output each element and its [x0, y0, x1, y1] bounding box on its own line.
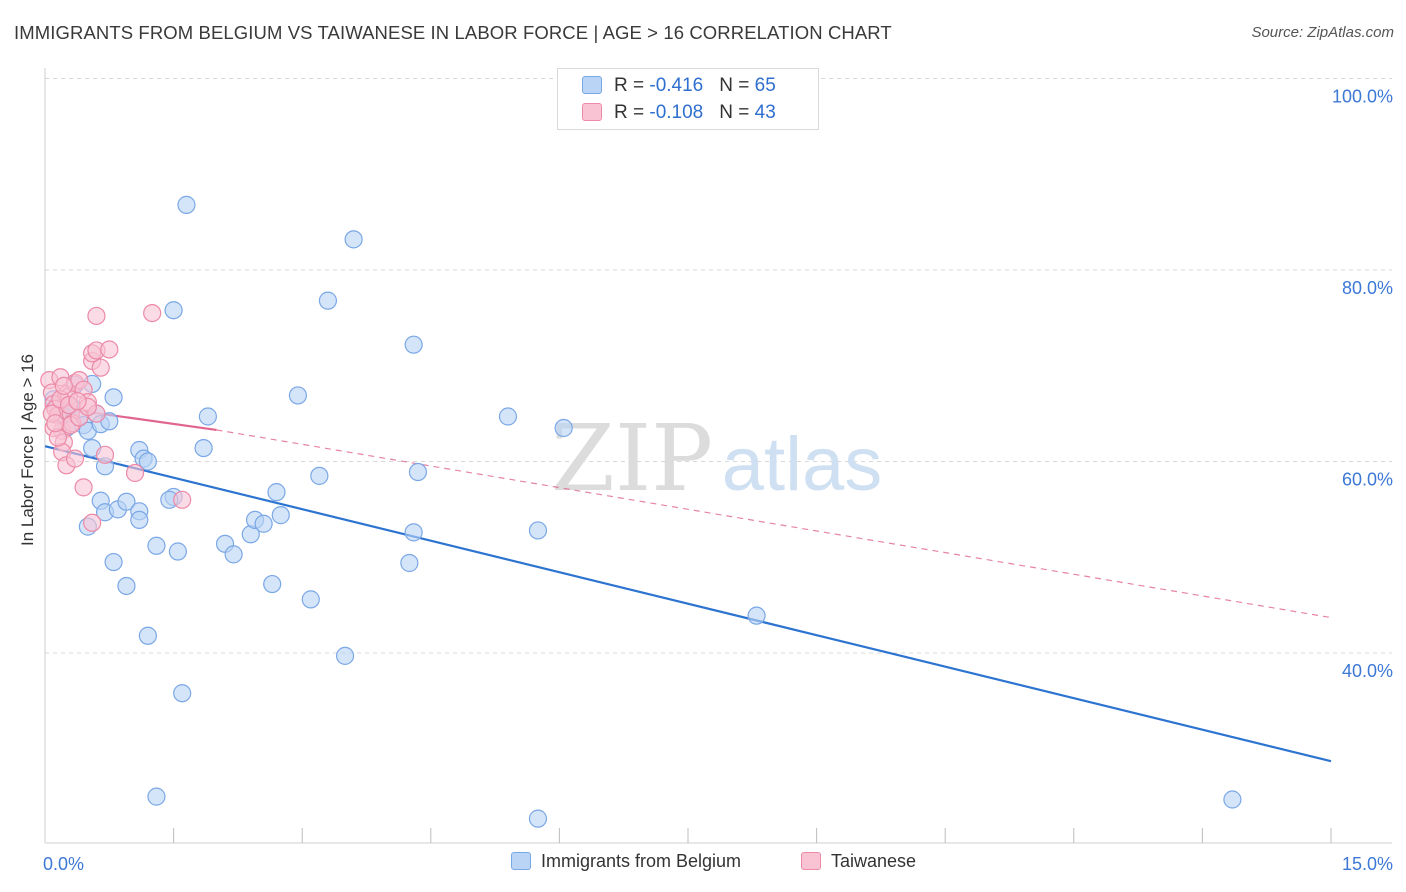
- point-belgium: [301, 590, 320, 609]
- legend-row-taiwanese: R = -0.108 N = 43: [582, 102, 776, 126]
- y-tick-label: 80.0%: [1342, 278, 1393, 298]
- point-belgium: [404, 335, 423, 354]
- point-belgium: [288, 386, 308, 405]
- point-taiwanese: [95, 445, 115, 464]
- point-belgium: [130, 510, 149, 530]
- point-taiwanese: [54, 376, 73, 395]
- point-belgium: [335, 646, 355, 665]
- legend-n-label: N =: [719, 102, 755, 123]
- point-belgium: [194, 438, 213, 458]
- legend-r-label: R =: [614, 75, 650, 96]
- legend-n-label: N =: [719, 75, 755, 96]
- x-tick-label: 15.0%: [1342, 854, 1393, 874]
- point-belgium: [1223, 790, 1242, 809]
- point-belgium: [498, 407, 518, 426]
- legend-r-label: R =: [614, 102, 650, 123]
- point-taiwanese: [87, 306, 106, 326]
- y-tick-label: 100.0%: [1332, 87, 1393, 107]
- legend-n-value: 43: [754, 102, 776, 123]
- data-points: [40, 195, 1242, 828]
- point-taiwanese: [83, 513, 102, 532]
- axes: [44, 68, 1392, 844]
- point-belgium: [117, 576, 136, 596]
- point-belgium: [198, 407, 217, 426]
- legend-label-taiwanese: Taiwanese: [831, 851, 917, 871]
- point-belgium: [173, 684, 192, 703]
- point-belgium: [344, 230, 363, 249]
- legend-label-belgium: Immigrants from Belgium: [541, 851, 742, 871]
- legend-item-belgium[interactable]: Immigrants from Belgium: [511, 851, 741, 872]
- point-taiwanese: [91, 358, 110, 377]
- watermark-atlas: atlas: [722, 422, 883, 507]
- point-taiwanese: [68, 392, 87, 411]
- point-taiwanese: [125, 463, 145, 483]
- point-belgium: [117, 492, 136, 511]
- point-belgium: [400, 553, 419, 573]
- point-belgium: [528, 809, 548, 828]
- point-belgium: [164, 301, 183, 320]
- watermark: ZIP atlas: [551, 405, 882, 512]
- y-tick-label: 40.0%: [1342, 661, 1393, 681]
- legend-item-taiwanese[interactable]: Taiwanese: [801, 851, 916, 872]
- legend-n-value: 65: [754, 75, 776, 96]
- point-belgium: [147, 536, 166, 555]
- trend-line-belgium: [44, 445, 1332, 763]
- y-axis-label: In Labor Force | Age > 16: [18, 353, 37, 547]
- point-belgium: [528, 521, 548, 540]
- series-legend: Immigrants from Belgium Taiwanese: [0, 851, 1406, 879]
- point-belgium: [408, 462, 428, 482]
- point-belgium: [224, 545, 243, 564]
- point-belgium: [263, 574, 282, 594]
- point-belgium: [147, 787, 166, 806]
- point-belgium: [554, 418, 573, 438]
- point-belgium: [267, 483, 286, 502]
- point-belgium: [318, 291, 338, 310]
- point-belgium: [104, 388, 123, 407]
- point-taiwanese: [65, 449, 85, 468]
- chart-title: IMMIGRANTS FROM BELGIUM VS TAIWANESE IN …: [14, 22, 892, 43]
- point-belgium: [104, 552, 123, 572]
- correlation-legend: R = -0.416 N = 65 R = -0.108 N = 43: [557, 68, 819, 130]
- y-axis-label-wrap: In Labor Force | Age > 16: [16, 300, 40, 600]
- point-belgium: [310, 466, 329, 485]
- point-belgium: [271, 506, 290, 525]
- point-belgium: [138, 626, 157, 645]
- source-label: Source: ZipAtlas.com: [1251, 24, 1394, 41]
- point-belgium: [404, 523, 423, 542]
- legend-swatch-pink: [801, 852, 821, 870]
- point-taiwanese: [143, 303, 162, 323]
- point-belgium: [254, 514, 273, 533]
- legend-swatch-blue: [511, 852, 531, 870]
- point-belgium: [747, 606, 766, 625]
- point-belgium: [138, 452, 157, 471]
- y-tick-label: 60.0%: [1342, 470, 1393, 490]
- point-belgium: [177, 195, 196, 214]
- legend-row-belgium: R = -0.416 N = 65: [582, 75, 776, 99]
- legend-swatch-pink: [582, 103, 602, 121]
- trend-line-taiwanese-extended: [216, 429, 1332, 619]
- legend-swatch-blue: [582, 76, 602, 94]
- x-tick-label: 0.0%: [43, 854, 84, 874]
- legend-r-value: -0.416: [649, 75, 704, 96]
- point-taiwanese: [74, 478, 93, 497]
- point-belgium: [168, 542, 187, 561]
- point-taiwanese: [173, 490, 192, 509]
- legend-r-value: -0.108: [649, 102, 704, 123]
- watermark-zip: ZIP: [551, 405, 713, 512]
- point-taiwanese: [46, 414, 65, 433]
- tick-labels: 100.0% 80.0% 60.0% 40.0% 0.0% 15.0%: [43, 87, 1393, 875]
- point-taiwanese: [100, 340, 119, 359]
- gridlines: [45, 78, 1392, 654]
